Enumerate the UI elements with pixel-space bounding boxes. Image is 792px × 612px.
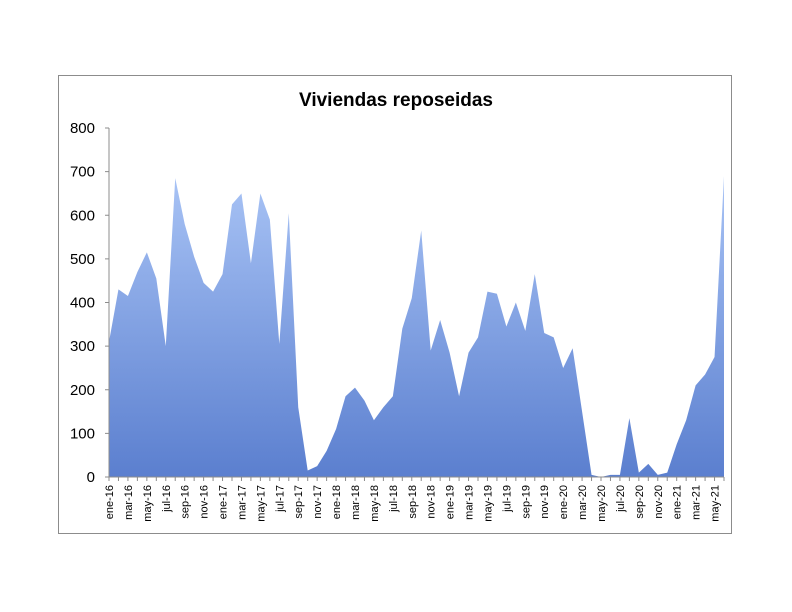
x-tick-label: nov-18 bbox=[426, 485, 438, 519]
y-tick-label: 300 bbox=[70, 338, 95, 355]
x-tick-label: sep-19 bbox=[520, 485, 532, 519]
x-tick-label: nov-20 bbox=[653, 485, 665, 519]
y-tick-label: 400 bbox=[70, 295, 95, 312]
x-tick-label: jul-17 bbox=[274, 485, 286, 513]
x-tick-label: ene-17 bbox=[218, 485, 230, 519]
x-tick-label: mar-18 bbox=[350, 485, 362, 520]
x-tick-label: ene-16 bbox=[104, 485, 116, 519]
x-tick-label: jul-20 bbox=[615, 485, 627, 513]
x-tick-label: may-16 bbox=[142, 485, 154, 522]
x-tick-label: sep-17 bbox=[293, 485, 305, 519]
area-series bbox=[109, 175, 724, 477]
x-tick-label: ene-21 bbox=[672, 485, 684, 519]
x-tick-label: mar-16 bbox=[123, 485, 135, 520]
x-tick-label: may-21 bbox=[710, 485, 722, 522]
x-tick-label: nov-17 bbox=[312, 485, 324, 519]
x-tick-label: ene-19 bbox=[445, 485, 457, 519]
x-tick-label: sep-18 bbox=[407, 485, 419, 519]
chart-frame: Viviendas reposeidas 0 100 200 300 400 500 600… bbox=[58, 75, 732, 534]
x-tick-label: may-19 bbox=[482, 485, 494, 522]
y-tick-label: 500 bbox=[70, 251, 95, 268]
x-tick-label: mar-19 bbox=[464, 485, 476, 520]
x-tick-label: may-20 bbox=[596, 485, 608, 522]
x-tick-label: mar-17 bbox=[236, 485, 248, 520]
x-tick-label: ene-18 bbox=[331, 485, 343, 519]
x-tick-label: jul-16 bbox=[161, 485, 173, 513]
y-tick-label: 100 bbox=[70, 425, 95, 442]
x-tick-label: nov-19 bbox=[539, 485, 551, 519]
x-tick-label: jul-18 bbox=[388, 485, 400, 513]
x-tick-label: nov-16 bbox=[199, 485, 211, 519]
chart-title: Viviendas reposeidas bbox=[299, 90, 493, 111]
x-tick-label: jul-19 bbox=[501, 485, 513, 513]
y-tick-label: 800 bbox=[70, 120, 95, 137]
y-tick-label: 600 bbox=[70, 207, 95, 224]
area-chart: Viviendas reposeidas 0 100 200 300 400 500 600… bbox=[70, 90, 725, 522]
x-tick-label: mar-20 bbox=[577, 485, 589, 520]
y-tick-label: 0 bbox=[87, 469, 95, 486]
x-tick-label: sep-20 bbox=[634, 485, 646, 519]
x-tick-label: may-18 bbox=[369, 485, 381, 522]
y-tick-label: 200 bbox=[70, 382, 95, 399]
x-tick-label: may-17 bbox=[255, 485, 267, 522]
x-tick-label: mar-21 bbox=[691, 485, 703, 520]
y-tick-label: 700 bbox=[70, 164, 95, 181]
x-tick-label: sep-16 bbox=[180, 485, 192, 519]
x-tick-label: ene-20 bbox=[558, 485, 570, 519]
